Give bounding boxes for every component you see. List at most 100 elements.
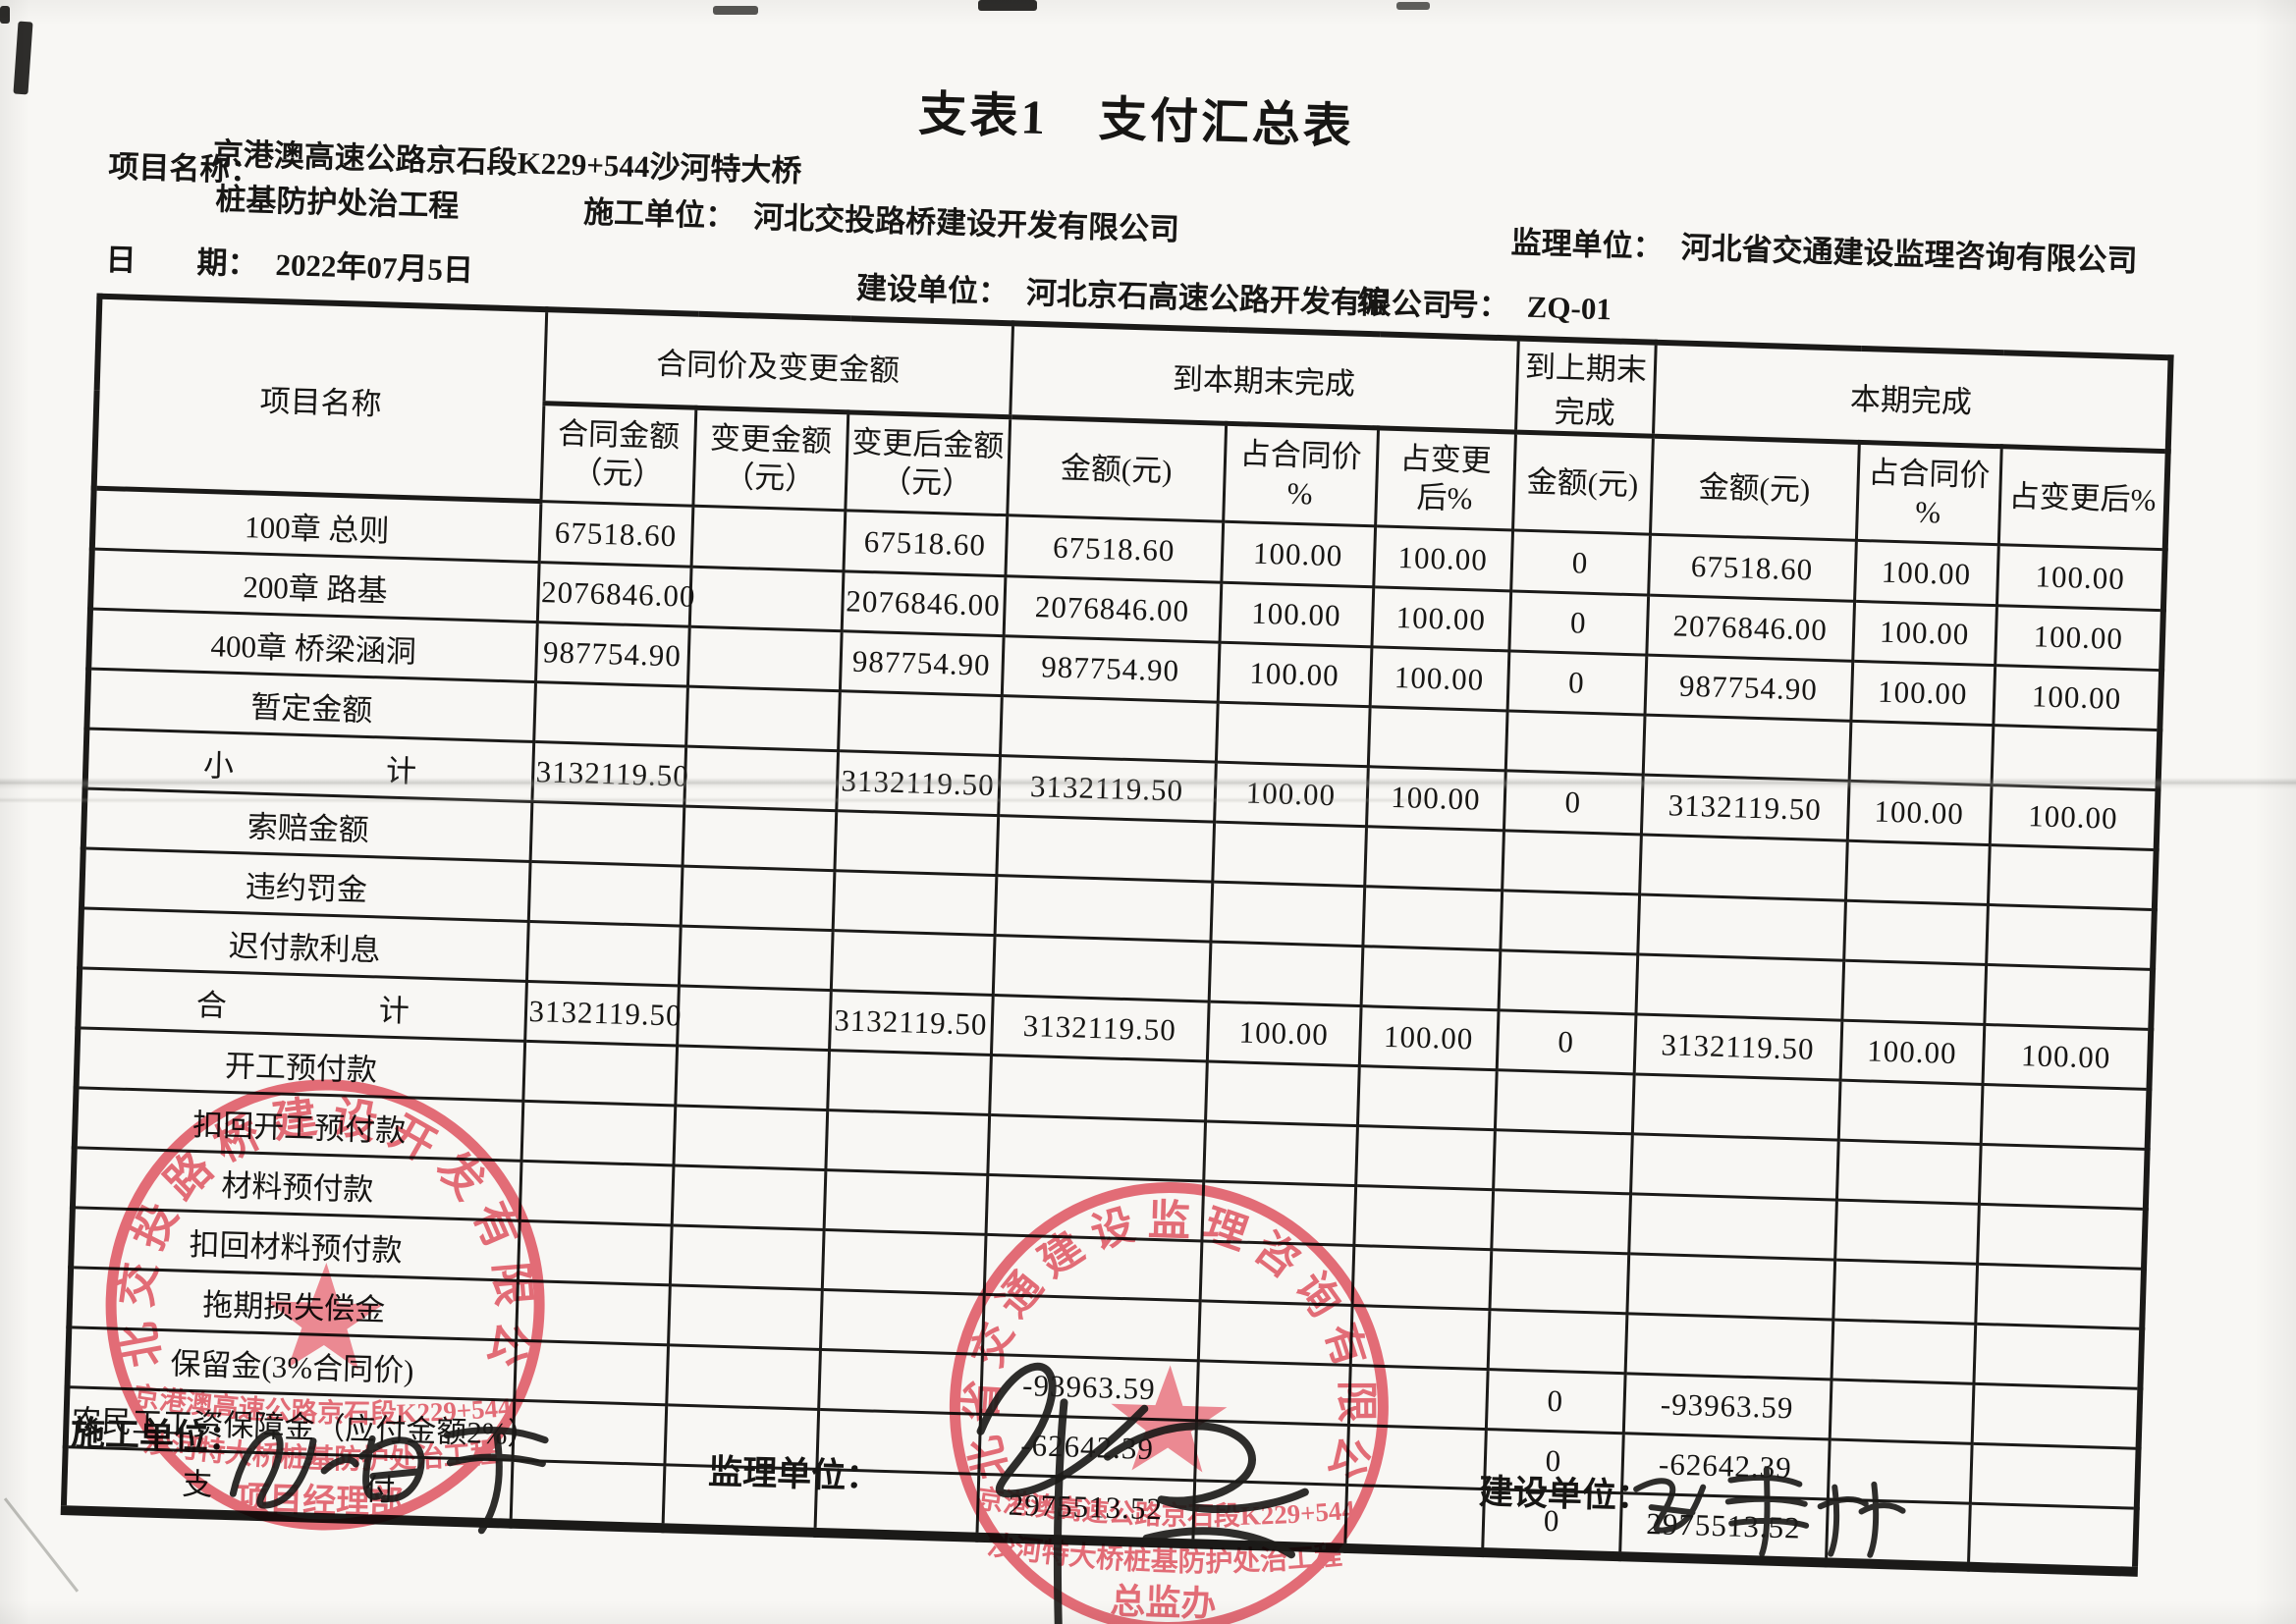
cell [987, 1114, 1206, 1181]
cell: 3132119.50 [1633, 1013, 1842, 1081]
cell: 0 [1510, 529, 1650, 596]
cell [686, 626, 842, 691]
cell [1967, 1503, 2137, 1572]
cell [1215, 702, 1370, 767]
supervisor-stamp: 河北省交通建设监理咨询有限公司 京港澳高速公路京石段K229+544 沙河特大桥… [937, 1170, 1389, 1624]
column-header: 占变更后% [1997, 446, 2168, 550]
cell: 100.00 [1854, 540, 1998, 606]
cell [675, 1045, 830, 1110]
cell: 2076846.00 [1003, 575, 1222, 643]
cell [1831, 1320, 1976, 1384]
column-header: 变更金额 （元） [692, 407, 848, 511]
cell [994, 875, 1213, 943]
cell [1977, 1204, 2146, 1270]
date-value: 2022年07月5日 [274, 247, 474, 288]
stamp-line3: 总监办 [1110, 1582, 1217, 1624]
cell [1360, 946, 1501, 1010]
serial-number-field: 编 号： ZQ-01 [1356, 277, 1612, 329]
cell: 67518.60 [1005, 514, 1224, 583]
cell [1848, 721, 1994, 785]
contractor-value: 河北交投路桥建设开发有限公司 [752, 199, 1180, 247]
cell: 100.00 [1846, 781, 1992, 845]
cell [1841, 960, 1987, 1025]
cell [671, 1164, 826, 1230]
group-header-to-period-end: 到本期末完成 [1010, 323, 1518, 433]
stamp-star [267, 1262, 384, 1370]
contractor-signature [229, 1427, 549, 1535]
cell [1504, 710, 1645, 776]
cell: 2076846.00 [536, 562, 696, 627]
cell [529, 801, 684, 867]
cell: 3132119.50 [524, 981, 683, 1046]
cell [1832, 1260, 1978, 1325]
scan-mark [1396, 2, 1430, 10]
cell [1502, 830, 1641, 894]
cell: 100.00 [1982, 1024, 2152, 1090]
cell: 100.00 [1989, 785, 2159, 850]
cell: 100.00 [1995, 544, 2165, 611]
column-header-project: 项目名称 [93, 296, 547, 502]
cell [1843, 900, 1988, 965]
cell: 0 [1496, 1009, 1636, 1074]
cell [690, 506, 846, 571]
column-header: 占合同价 % [1223, 423, 1379, 526]
cell [1356, 1065, 1497, 1130]
svg-text:总监办: 总监办 [1110, 1582, 1217, 1624]
cell: 987754.90 [1001, 635, 1220, 703]
cell: 100.00 [1995, 605, 2163, 671]
cell [1639, 834, 1847, 901]
scan-mark [713, 6, 758, 15]
cell: 0 [1485, 1369, 1625, 1434]
date-field: 日 期： 2022年07月5日 [105, 235, 474, 290]
cell [669, 1224, 824, 1290]
group-header-this-period: 本期完成 [1652, 342, 2171, 452]
cell: 3132119.50 [1640, 775, 1849, 841]
cell: 100.00 [1221, 521, 1376, 587]
column-header: 金额(元) [1649, 436, 1859, 541]
cell [1628, 1193, 1836, 1261]
cell [830, 930, 995, 996]
cell [688, 567, 844, 631]
cell [1637, 893, 1846, 961]
cell [685, 686, 840, 751]
cell: 100.00 [1366, 766, 1505, 831]
supervisor-field: 监理单位： 河北省交通建设监理咨询有限公司 [1510, 217, 2138, 280]
column-header: 金额(元) [1512, 432, 1653, 535]
cell [827, 1050, 991, 1115]
group-header-to-last-period: 到上期末完成 [1515, 338, 1656, 437]
group-header-contract: 合同价及变更金额 [543, 309, 1013, 417]
cell: 100.00 [1358, 1005, 1499, 1070]
scan-mark [13, 21, 33, 95]
cell: 987754.90 [1644, 655, 1853, 722]
column-header: 占变更后% [1375, 427, 1516, 530]
column-header: 占合同价 % [1855, 442, 2001, 545]
cell [1364, 826, 1503, 891]
cell: 100.00 [1852, 601, 1996, 666]
cell: -93963.59 [1622, 1373, 1831, 1439]
cell [1973, 1324, 2143, 1389]
cell: 67518.60 [538, 501, 693, 568]
sheet: 支表1 支付汇总表 项目名称： 京港澳高速公路京石段K229+544沙河特大桥 … [50, 50, 2181, 1624]
cell: 67518.60 [843, 510, 1008, 576]
cell [1975, 1264, 2145, 1329]
cell: 3132119.50 [990, 995, 1209, 1061]
cell [682, 806, 837, 871]
footer-supervisor-label: 监理单位： [707, 1452, 881, 1496]
cell [1208, 942, 1363, 1006]
cell [1489, 1249, 1629, 1314]
column-header: 变更后金额 （元） [845, 411, 1011, 515]
cell [989, 1055, 1207, 1121]
cell [1635, 953, 1844, 1021]
cell [1205, 1060, 1359, 1126]
cell: 3132119.50 [829, 990, 993, 1056]
cell [1500, 890, 1640, 954]
cell [1626, 1253, 1835, 1321]
cell [838, 690, 1002, 756]
cell [673, 1105, 828, 1170]
cell [1355, 1125, 1495, 1190]
cell [825, 1110, 990, 1175]
cell [1987, 844, 2157, 910]
scan-mark [978, 0, 1037, 11]
cell [832, 870, 997, 936]
